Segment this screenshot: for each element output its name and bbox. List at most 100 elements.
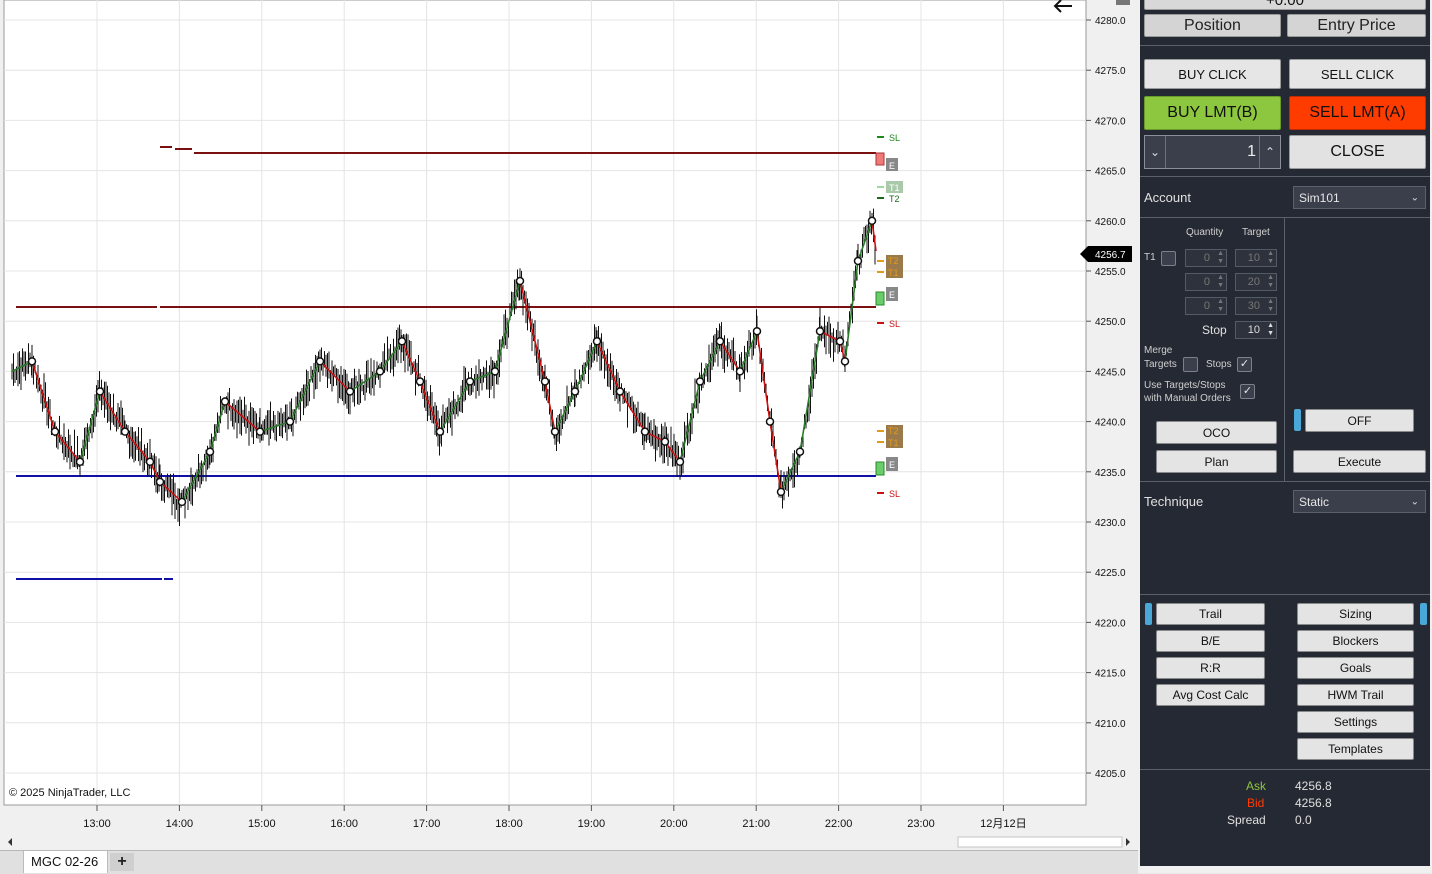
hwm-trail-button[interactable]: HWM Trail xyxy=(1297,684,1414,706)
entry-marker: E xyxy=(889,460,895,470)
oco-button[interactable]: OCO xyxy=(1156,421,1277,444)
pivot-marker xyxy=(515,276,525,286)
t2-marker[interactable]: T2 xyxy=(889,194,900,204)
chart-area[interactable]: 4280.0 4275.0 4270.0 4265.0 4260.0 4255.0 4250… xyxy=(0,0,1138,874)
entry-badge[interactable] xyxy=(886,457,898,471)
down-trend-segment xyxy=(871,220,877,252)
account-select[interactable]: Sim101 ⌄ xyxy=(1293,186,1426,209)
decrement-button[interactable]: ⌄ xyxy=(1145,136,1166,168)
buy-limit-button[interactable]: BUY LMT(B) xyxy=(1144,96,1281,130)
increment-button[interactable]: ⌃ xyxy=(1259,136,1280,168)
lower-order-markers[interactable]: T2 T1 E SL xyxy=(875,425,903,499)
position-button[interactable]: Position xyxy=(1144,14,1281,37)
entry-handle[interactable] xyxy=(875,291,885,306)
templates-button[interactable]: Templates xyxy=(1297,738,1414,760)
entry-badge[interactable] xyxy=(886,287,898,301)
sl-marker[interactable]: SL xyxy=(889,319,900,329)
back-arrow-icon[interactable] xyxy=(1053,0,1072,13)
merge-stops-checkbox[interactable]: ✓ xyxy=(1237,357,1252,372)
up-trend-segment xyxy=(209,401,226,452)
price-chart[interactable]: 4280.0 4275.0 4270.0 4265.0 4260.0 4255.0 4250… xyxy=(0,0,1138,850)
buy-click-button[interactable]: BUY CLICK xyxy=(1144,59,1281,89)
x-tick-label: 14:00 xyxy=(166,818,194,830)
add-tab-button[interactable]: + xyxy=(110,853,134,871)
target1-quantity-value: 0 xyxy=(1203,252,1210,264)
x-tick-label: 17:00 xyxy=(413,818,441,830)
blockers-button[interactable]: Blockers xyxy=(1297,630,1414,652)
target2-quantity[interactable]: 0 ▲ ▼ xyxy=(1185,273,1227,291)
account-label: Account xyxy=(1144,190,1191,205)
use-targets-checkbox[interactable]: ✓ xyxy=(1240,384,1255,399)
x-tick-label: 23:00 xyxy=(907,818,935,830)
pivot-marker xyxy=(315,357,325,366)
technique-select[interactable]: Static ⌄ xyxy=(1293,490,1426,513)
up-trend-segment xyxy=(439,381,471,433)
avg-cost-calc-button[interactable]: Avg Cost Calc xyxy=(1156,684,1265,706)
breakeven-button[interactable]: B/E xyxy=(1156,630,1265,652)
instrument-tab[interactable]: MGC 02-26 xyxy=(23,851,108,873)
off-button[interactable]: OFF xyxy=(1305,409,1414,432)
target-badge[interactable] xyxy=(886,425,903,448)
quantity-stepper[interactable]: ⌄ 1 ⌃ xyxy=(1144,135,1281,169)
stepper-arrows-icon[interactable]: ▲ ▼ xyxy=(1267,322,1274,337)
stepper-arrows-icon[interactable]: ▲ ▼ xyxy=(1267,298,1274,313)
t1-checkbox[interactable] xyxy=(1161,251,1176,266)
stepper-arrows-icon[interactable]: ▲ ▼ xyxy=(1217,250,1224,265)
execute-button[interactable]: Execute xyxy=(1293,450,1426,473)
stop-value[interactable]: 10 ▲ ▼ xyxy=(1235,321,1277,339)
entry-price-button[interactable]: Entry Price xyxy=(1287,14,1426,37)
goals-button[interactable]: Goals xyxy=(1297,657,1414,679)
settings-button[interactable]: Settings xyxy=(1297,711,1414,733)
target3-quantity[interactable]: 0 ▲ ▼ xyxy=(1185,297,1227,315)
stepper-arrows-icon[interactable]: ▲ ▼ xyxy=(1267,250,1274,265)
y-tick-label: 4245.0 xyxy=(1095,367,1126,378)
scroll-left-icon[interactable] xyxy=(8,838,12,846)
plan-label: Plan xyxy=(1204,454,1229,469)
pivot-marker xyxy=(867,216,877,226)
target-badge[interactable] xyxy=(886,255,903,278)
risk-reward-button[interactable]: R:R xyxy=(1156,657,1265,679)
up-trend-segment xyxy=(494,280,521,372)
t1-badge[interactable] xyxy=(886,181,903,193)
t1-marker: T1 xyxy=(889,183,900,193)
pivot-marker xyxy=(815,326,825,336)
down-trend-segment xyxy=(769,421,782,493)
quantity-input[interactable]: 1 xyxy=(1166,136,1260,168)
risk-reward-label: R:R xyxy=(1200,661,1221,675)
sl-marker[interactable]: SL xyxy=(889,489,900,499)
technique-label: Technique xyxy=(1144,494,1204,509)
target2-target-value: 20 xyxy=(1247,276,1260,288)
pivot-marker xyxy=(675,457,685,467)
atm-column-divider xyxy=(1284,217,1285,481)
plan-button[interactable]: Plan xyxy=(1156,450,1277,473)
stepper-arrows-icon[interactable]: ▲ ▼ xyxy=(1217,298,1224,313)
target1-value[interactable]: 10 ▲ ▼ xyxy=(1235,249,1277,267)
entry-handle[interactable] xyxy=(875,461,885,476)
scroll-right-icon[interactable] xyxy=(1126,838,1130,846)
target2-value[interactable]: 20 ▲ ▼ xyxy=(1235,273,1277,291)
pivot-marker xyxy=(75,457,85,467)
stepper-arrows-icon[interactable]: ▲ ▼ xyxy=(1217,274,1224,289)
close-button[interactable]: CLOSE xyxy=(1289,135,1426,169)
trail-button[interactable]: Trail xyxy=(1156,603,1265,625)
blockers-label: Blockers xyxy=(1332,634,1379,648)
target1-quantity[interactable]: 0 ▲ ▼ xyxy=(1185,249,1227,267)
middle-order-markers[interactable]: T2 T1 E SL xyxy=(875,255,903,329)
up-trend-segment xyxy=(259,420,291,433)
target3-value[interactable]: 30 ▲ ▼ xyxy=(1235,297,1277,315)
pivot-marker xyxy=(375,367,385,376)
sell-limit-button[interactable]: SELL LMT(A) xyxy=(1289,96,1426,130)
stepper-arrows-icon[interactable]: ▲ ▼ xyxy=(1267,274,1274,289)
chart-menu-icon[interactable] xyxy=(1116,0,1130,5)
entry-badge[interactable] xyxy=(886,158,898,171)
upper-order-markers[interactable]: SL E T1 T2 xyxy=(875,133,903,204)
scroll-thumb[interactable] xyxy=(957,836,1123,848)
entry-marker: E xyxy=(889,290,895,300)
sizing-button[interactable]: Sizing xyxy=(1297,603,1414,625)
sell-click-button[interactable]: SELL CLICK xyxy=(1289,59,1426,89)
merge-targets-checkbox[interactable] xyxy=(1183,357,1198,372)
entry-handle[interactable] xyxy=(875,152,885,166)
up-trend-segment xyxy=(379,340,403,372)
horizontal-scrollbar[interactable] xyxy=(4,834,1134,850)
sl-marker[interactable]: SL xyxy=(889,133,900,143)
